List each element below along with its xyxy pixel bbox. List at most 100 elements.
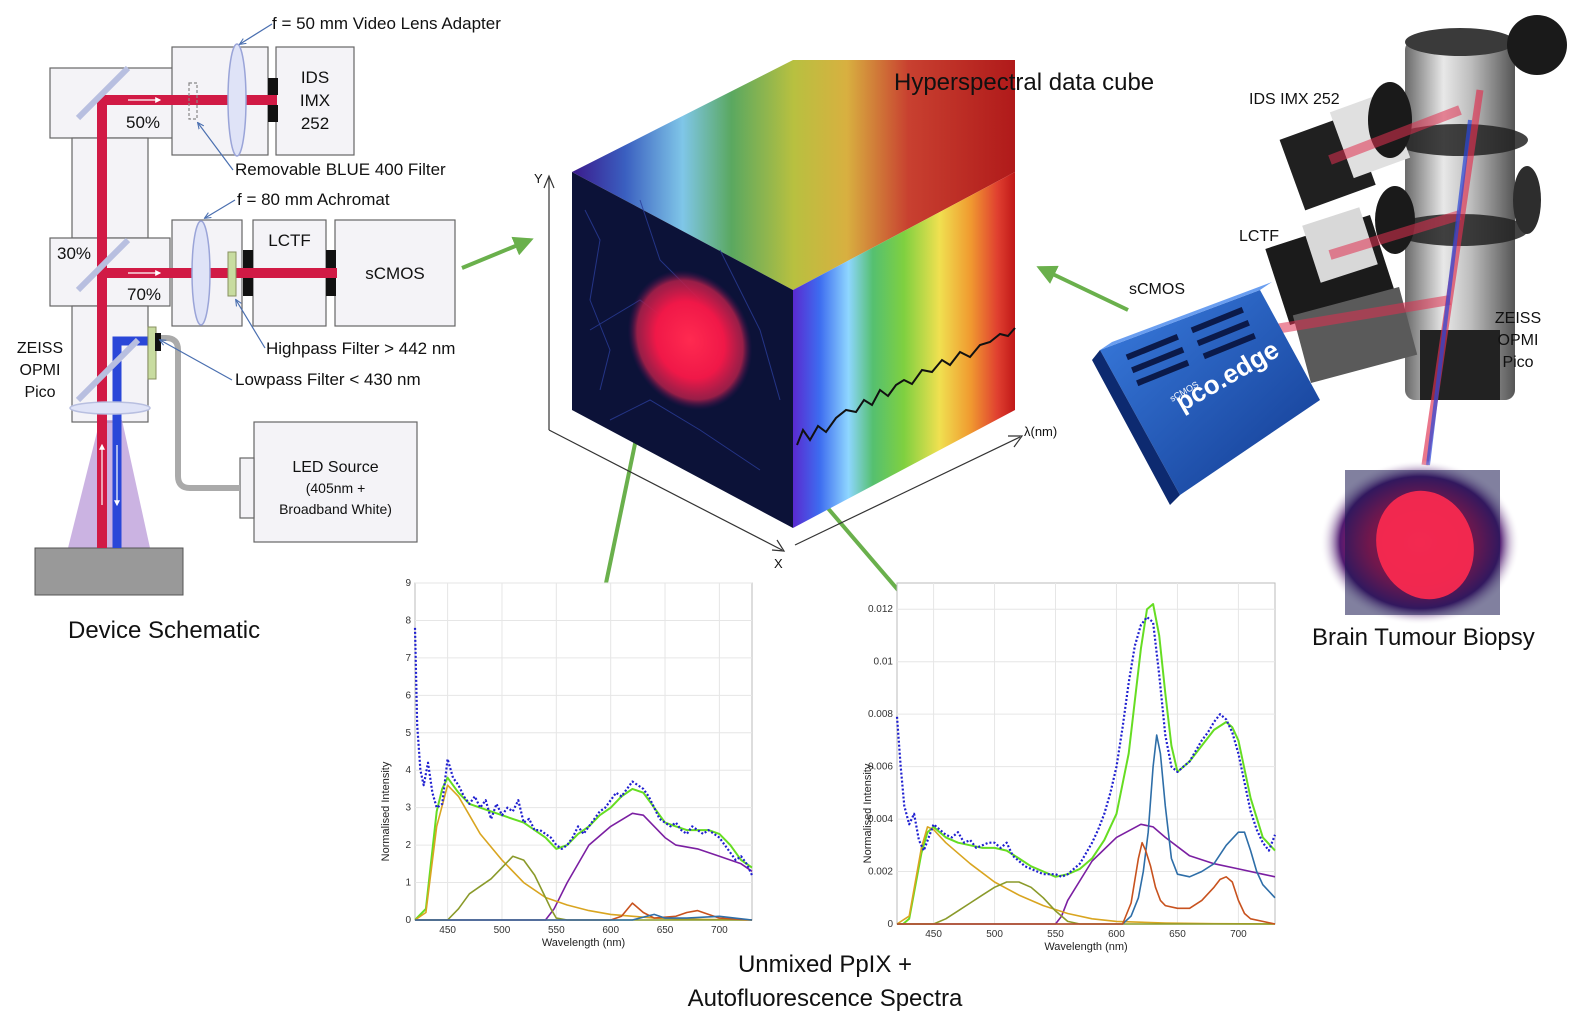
- series-ppix: [415, 812, 753, 921]
- hyperspectral-cube: [543, 60, 1024, 552]
- spectrum-chart-left: 450 500 550 600 650 700 0 1 2 3 4 5 6 7 8 9 Wavelength (…: [380, 578, 753, 949]
- cube-spectrum-trace: [796, 327, 1016, 446]
- y-tick-label: 1: [405, 878, 411, 889]
- x-tick-label: 650: [657, 925, 674, 936]
- cube-axis-x-label: X: [774, 556, 783, 571]
- x-tick-label: 600: [1108, 929, 1125, 940]
- arrow-photo-to-cube: [1036, 265, 1129, 312]
- x-tick-label: 550: [1047, 929, 1064, 940]
- photo-label-zeiss: ZEISS OPMI Pico: [1494, 310, 1542, 371]
- x-tick-label: 650: [1169, 929, 1186, 940]
- y-tick-label: 0.002: [868, 867, 893, 878]
- photo-label-lctf: LCTF: [1239, 228, 1279, 245]
- label-lowpass: Lowpass Filter < 430 nm: [235, 370, 421, 389]
- label-lens-adapter: f = 50 mm Video Lens Adapter: [272, 14, 501, 33]
- beamsplitter-50: [75, 65, 131, 121]
- y-tick-label: 4: [405, 765, 411, 776]
- ids-camera-box: [275, 46, 355, 156]
- led-box-label: LED Source (405nm + Broadband White): [279, 459, 392, 517]
- x-tick-label: 600: [602, 925, 619, 936]
- led-port: [239, 457, 255, 519]
- series-auto_orange: [897, 841, 1276, 925]
- y-tick-label: 9: [405, 578, 411, 589]
- cube-axis-lambda-label: λ(nm): [1024, 424, 1058, 439]
- y-tick-label: 5: [405, 728, 411, 739]
- x-tick-label: 500: [494, 925, 511, 936]
- emission-beam-top: [107, 95, 277, 105]
- arrow-schematic-to-cube: [461, 236, 534, 270]
- photo-label-ids: IDS IMX 252: [1249, 91, 1340, 108]
- series-auto_olive: [897, 881, 1275, 925]
- y-tick-label: 6: [405, 690, 411, 701]
- y-tick-label: 2: [405, 840, 411, 851]
- series-fit: [414, 776, 753, 921]
- x-tick-label: 500: [986, 929, 1003, 940]
- series-auto_blue: [415, 913, 753, 921]
- label-split-50: 50%: [126, 113, 161, 132]
- video-adapter-lens: [227, 43, 247, 157]
- y-tick-label: 0.004: [868, 814, 893, 825]
- cube-top-face: [572, 60, 1015, 290]
- y-tick-label: 0: [405, 915, 411, 926]
- y-tick-label: 0.01: [874, 657, 894, 668]
- series-ppix: [897, 823, 1276, 925]
- led-source-box: [253, 421, 418, 543]
- series-fit: [897, 603, 1276, 925]
- photo-label-scmos: sCMOS: [1129, 281, 1185, 298]
- y-tick-label: 8: [405, 615, 411, 626]
- label-split-30: 30%: [57, 244, 92, 263]
- lctf-box-label: LCTF: [268, 231, 311, 250]
- ids-box-label: IDS IMX 252: [299, 68, 331, 133]
- series-auto_yellow: [414, 784, 753, 921]
- x-axis-label: Wavelength (nm): [1044, 941, 1127, 953]
- series-measured: [895, 615, 1277, 878]
- y-tick-label: 0.006: [868, 762, 893, 773]
- plot-area: [896, 582, 1276, 925]
- caption-device-schematic: Device Schematic: [68, 617, 261, 644]
- x-tick-label: 450: [439, 925, 456, 936]
- series-auto_blue: [897, 734, 1276, 925]
- y-tick-label: 0.012: [868, 604, 893, 615]
- beamsplitter-30-70: [75, 237, 131, 293]
- emission-beam-mid: [107, 268, 337, 278]
- objective-lens: [69, 401, 151, 415]
- y-tick-label: 3: [405, 803, 411, 814]
- cube-x-axis: [548, 429, 783, 551]
- biopsy-image: [1320, 460, 1520, 625]
- plot-area: [414, 582, 753, 921]
- y-tick-label: 7: [405, 653, 411, 664]
- highpass-filter: [227, 251, 237, 297]
- series-auto_yellow: [896, 826, 1276, 925]
- lowpass-filter: [147, 326, 157, 380]
- zeiss-schematic-label: ZEISS OPMI Pico: [16, 340, 64, 401]
- cube-lambda-axis: [794, 436, 1021, 546]
- device-schematic: [34, 23, 456, 596]
- caption-unmixed-spectra: Unmixed PpIX + Autofluorescence Spectra: [687, 951, 963, 1012]
- illumination-cone: [68, 420, 150, 548]
- achromat-lens: [191, 220, 211, 326]
- microscope-tube-upper: [71, 137, 149, 239]
- cube-axis-y-label: Y: [534, 171, 543, 186]
- label-split-70: 70%: [127, 285, 162, 304]
- y-axis-label: Normalised Intensity: [862, 763, 874, 863]
- tissue-fluorescence-image: [584, 199, 781, 471]
- y-axis-label: Normalised Intensity: [380, 761, 392, 861]
- label-achromat: f = 80 mm Achromat: [237, 190, 390, 209]
- x-tick-label: 450: [925, 929, 942, 940]
- microscope-knob: [1507, 15, 1567, 75]
- series-auto_orange: [415, 902, 753, 921]
- blue-400-filter: [188, 82, 198, 120]
- caption-brain-tumour-biopsy: Brain Tumour Biopsy: [1312, 624, 1535, 651]
- cube-spectral-face: [793, 172, 1015, 528]
- sample-stage: [34, 547, 184, 596]
- y-tick-label: 0: [887, 919, 893, 930]
- dichroic-mirror: [75, 337, 141, 403]
- label-highpass: Highpass Filter > 442 nm: [266, 339, 456, 358]
- microscope-photo: pco.edge sCMOS: [1092, 15, 1567, 625]
- light-guide-fiber: [155, 335, 240, 491]
- pco-edge-camera: pco.edge sCMOS: [1092, 282, 1320, 505]
- x-tick-label: 700: [1230, 929, 1247, 940]
- x-axis-label: Wavelength (nm): [542, 937, 625, 949]
- series-measured: [413, 627, 753, 876]
